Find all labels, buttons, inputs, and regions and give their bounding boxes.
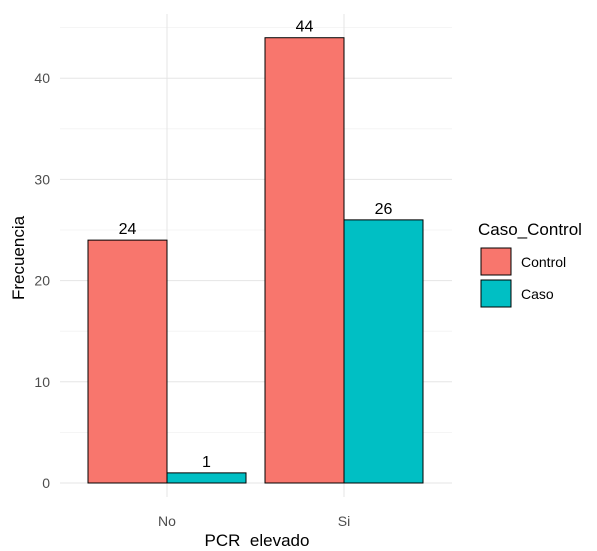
bar-control-no <box>87 239 168 484</box>
y-tick-label: 40 <box>34 70 50 86</box>
legend: Caso_Control Control Caso <box>478 220 582 308</box>
y-tick-label: 10 <box>34 374 50 390</box>
y-tick-label: 20 <box>34 273 50 289</box>
y-axis-title: Frecuencia <box>9 215 28 300</box>
data-label: 1 <box>202 454 211 471</box>
x-axis-title: PCR elevado <box>205 531 310 550</box>
legend-items: Control Caso <box>480 247 566 308</box>
data-label: 44 <box>296 19 314 36</box>
x-tick-label: Si <box>338 513 350 529</box>
bar-caso-si <box>343 219 424 484</box>
legend-key-control <box>480 247 512 276</box>
bar-control-si <box>264 37 345 484</box>
y-tick-label: 30 <box>34 171 50 187</box>
bars <box>87 37 424 484</box>
legend-label: Control <box>521 254 566 270</box>
x-tick-label: No <box>158 513 176 529</box>
data-labels: 24 1 44 26 <box>119 19 393 471</box>
bar-caso-no <box>166 472 247 484</box>
legend-title: Caso_Control <box>478 220 582 239</box>
legend-label: Caso <box>521 286 554 302</box>
data-label: 26 <box>375 201 393 218</box>
data-label: 24 <box>119 221 137 238</box>
legend-key-caso <box>480 279 512 308</box>
y-axis-ticks: 0 10 20 30 40 <box>34 70 50 491</box>
x-axis-ticks: No Si <box>158 513 350 529</box>
y-tick-label: 0 <box>42 475 50 491</box>
